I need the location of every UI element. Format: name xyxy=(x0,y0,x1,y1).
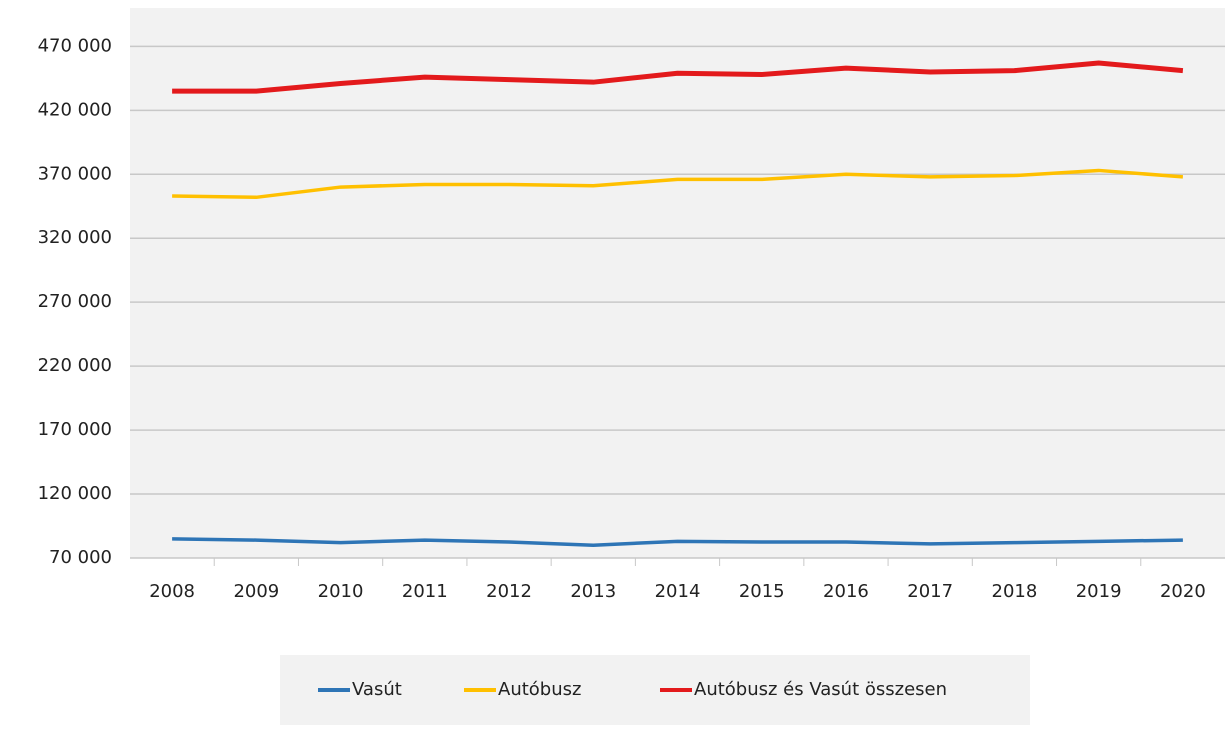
x-tick-label: 2014 xyxy=(655,581,701,602)
x-tick-label: 2020 xyxy=(1160,581,1206,602)
y-tick-label: 120 000 xyxy=(38,483,112,504)
series-line xyxy=(172,168,1184,200)
x-tick-label: 2010 xyxy=(318,581,364,602)
x-tick-label: 2008 xyxy=(149,581,195,602)
legend-box xyxy=(280,655,1030,725)
series-line xyxy=(172,60,1184,94)
x-tick-label: 2012 xyxy=(486,581,532,602)
legend-label: Vasút xyxy=(352,679,402,700)
y-tick-label: 420 000 xyxy=(38,99,112,120)
x-tick-label: 2017 xyxy=(907,581,953,602)
x-tick-label: 2018 xyxy=(992,581,1038,602)
legend-label: Autóbusz xyxy=(498,679,581,700)
legend-label: Autóbusz és Vasút összesen xyxy=(694,679,947,700)
x-tick-label: 2016 xyxy=(823,581,869,602)
series-line xyxy=(172,537,1183,547)
x-tick-label: 2019 xyxy=(1076,581,1122,602)
x-tick-label: 2015 xyxy=(739,581,785,602)
y-tick-label: 220 000 xyxy=(38,355,112,376)
y-tick-label: 270 000 xyxy=(38,291,112,312)
x-tick-label: 2009 xyxy=(233,581,279,602)
y-tick-label: 320 000 xyxy=(38,227,112,248)
y-tick-label: 70 000 xyxy=(49,547,112,568)
y-tick-label: 470 000 xyxy=(38,35,112,56)
y-tick-label: 370 000 xyxy=(38,163,112,184)
x-tick-label: 2013 xyxy=(570,581,616,602)
plot-area xyxy=(130,8,1225,558)
x-tick-label: 2011 xyxy=(402,581,448,602)
y-tick-label: 170 000 xyxy=(38,419,112,440)
